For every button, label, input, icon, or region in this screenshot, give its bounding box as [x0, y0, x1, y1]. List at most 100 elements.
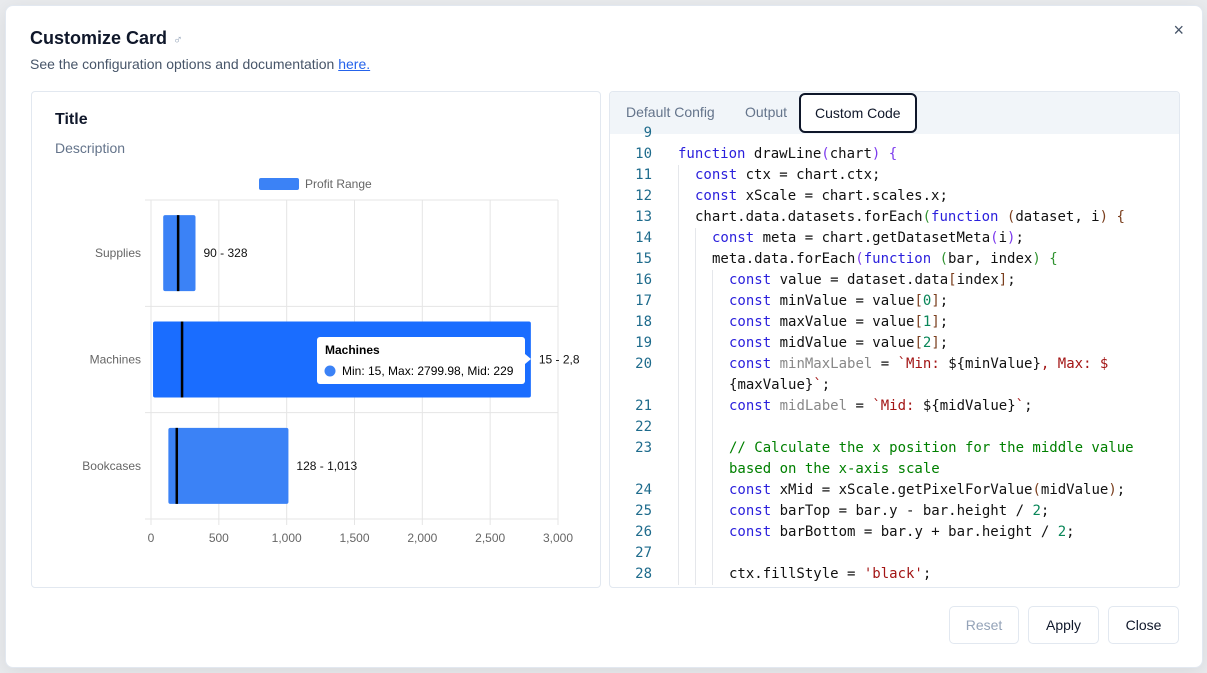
code-text: ctx.fillStyle = 'black'; — [729, 566, 932, 582]
indent-guide — [712, 501, 713, 522]
legend-label: Profit Range — [305, 177, 372, 191]
indent-guide — [678, 459, 679, 480]
subtitle-text: See the configuration options and docume… — [30, 56, 339, 72]
customize-card-modal: Customize Card ♂ See the configuration op… — [5, 5, 1203, 668]
indent-guide — [695, 333, 696, 354]
indent-guide — [678, 207, 679, 228]
code-line: 14 const meta = chart.getDatasetMeta(i); — [610, 228, 1179, 249]
data-label: 90 - 328 — [203, 246, 247, 260]
tooltip-box — [317, 337, 525, 384]
line-number: 10 — [635, 146, 652, 162]
indent-guide — [712, 375, 713, 396]
indent-guide — [678, 165, 679, 186]
indent-guide — [695, 291, 696, 312]
code-text: chart.data.datasets.forEach(function (da… — [695, 209, 1125, 225]
indent-guide — [712, 522, 713, 543]
code-line: 15 meta.data.forEach(function (bar, index… — [610, 249, 1179, 270]
code-line: 21 const midLabel = `Mid: ${midValue}`; — [610, 396, 1179, 417]
code-line: 17 const minValue = value[0]; — [610, 291, 1179, 312]
line-number: 17 — [635, 293, 652, 309]
tooltip-color-dot — [324, 365, 336, 377]
code-line: 23 // Calculate the x position for the mi… — [610, 438, 1179, 459]
y-tick-label: Supplies — [95, 246, 141, 260]
x-tick-label: 1,000 — [272, 531, 302, 545]
indent-guide — [695, 417, 696, 438]
indent-guide — [678, 186, 679, 207]
tab-output[interactable]: Output — [745, 104, 788, 120]
code-text: // Calculate the x position for the midd… — [729, 440, 1134, 456]
y-tick-label: Bookcases — [82, 459, 141, 473]
indent-guide — [678, 375, 679, 396]
code-text: meta.data.forEach(function (bar, index) … — [712, 251, 1058, 267]
indent-guide — [712, 438, 713, 459]
indent-guide — [695, 522, 696, 543]
tab-custom-code[interactable]: Custom Code — [799, 93, 917, 133]
indent-guide — [695, 564, 696, 585]
x-tick-label: 500 — [209, 531, 229, 545]
code-line: 22 — [610, 417, 1179, 438]
indent-guide — [695, 459, 696, 480]
legend-swatch — [259, 178, 299, 190]
line-number: 25 — [635, 503, 652, 519]
indent-guide — [712, 543, 713, 564]
code-line: {maxValue}`; — [610, 375, 1179, 396]
indent-guide — [712, 270, 713, 291]
x-tick-label: 3,000 — [543, 531, 573, 545]
code-text: function drawLine(chart) { — [678, 146, 898, 162]
bar-bookcases — [168, 427, 289, 504]
indent-guide — [695, 354, 696, 375]
x-tick-label: 2,000 — [407, 531, 437, 545]
x-tick-label: 1,500 — [339, 531, 369, 545]
code-text: const barBottom = bar.y + bar.height / 2… — [729, 524, 1075, 540]
line-number: 14 — [635, 230, 652, 246]
code-text: const minMaxLabel = `Min: ${minValue}, M… — [729, 356, 1109, 372]
indent-guide — [678, 480, 679, 501]
indent-guide — [695, 270, 696, 291]
docs-link[interactable]: here. — [338, 56, 371, 72]
indent-guide — [678, 270, 679, 291]
code-text: const minValue = value[0]; — [729, 293, 949, 309]
apply-button[interactable]: Apply — [1028, 606, 1099, 644]
close-button[interactable]: Close — [1108, 606, 1179, 644]
line-number: 22 — [635, 419, 652, 435]
close-icon[interactable]: × — [1173, 20, 1184, 40]
indent-guide — [695, 312, 696, 333]
x-tick-label: 2,500 — [475, 531, 505, 545]
code-text: const midLabel = `Mid: ${midValue}`; — [729, 398, 1033, 414]
code-text: const midValue = value[2]; — [729, 335, 949, 351]
code-text: const maxValue = value[1]; — [729, 314, 949, 330]
tooltip-caret — [525, 354, 531, 364]
indent-guide — [678, 333, 679, 354]
indent-guide — [712, 312, 713, 333]
indent-guide — [695, 501, 696, 522]
indent-guide — [678, 417, 679, 438]
tab-default-config[interactable]: Default Config — [626, 104, 715, 120]
code-text: {maxValue}`; — [729, 377, 831, 393]
line-number: 19 — [635, 335, 652, 351]
line-number: 26 — [635, 524, 652, 540]
indent-guide — [678, 543, 679, 564]
card-description: Description — [55, 140, 126, 156]
data-label: 128 - 1,013 — [296, 459, 357, 473]
modal-title-text: Customize Card — [30, 28, 168, 48]
tooltip-title: Machines — [325, 343, 380, 357]
indent-guide — [712, 564, 713, 585]
code-line: 18 const maxValue = value[1]; — [610, 312, 1179, 333]
line-number: 11 — [635, 167, 652, 183]
indent-guide — [678, 354, 679, 375]
code-text: const value = dataset.data[index]; — [729, 272, 1016, 288]
code-line: 27 — [610, 543, 1179, 564]
code-text: const ctx = chart.ctx; — [695, 167, 881, 183]
line-number: 27 — [635, 545, 652, 561]
code-text: const barTop = bar.y - bar.height / 2; — [729, 503, 1050, 519]
card-preview: Profit Range 0 500 1,000 1,500 2,000 2,500 3,00… — [31, 91, 601, 588]
line-number: 13 — [635, 209, 652, 225]
code-line: 19 const midValue = value[2]; — [610, 333, 1179, 354]
tooltip-text: Min: 15, Max: 2799.98, Mid: 229 — [342, 364, 514, 378]
reset-button[interactable]: Reset — [949, 606, 1019, 644]
code-line: based on the x-axis scale — [610, 459, 1179, 480]
code-line: 20 const minMaxLabel = `Min: ${minValue},… — [610, 354, 1179, 375]
code-editor[interactable]: 9 10 function drawLine(chart) {11 const ctx… — [610, 123, 1179, 585]
x-tick-label: 0 — [148, 531, 155, 545]
indent-guide — [695, 438, 696, 459]
